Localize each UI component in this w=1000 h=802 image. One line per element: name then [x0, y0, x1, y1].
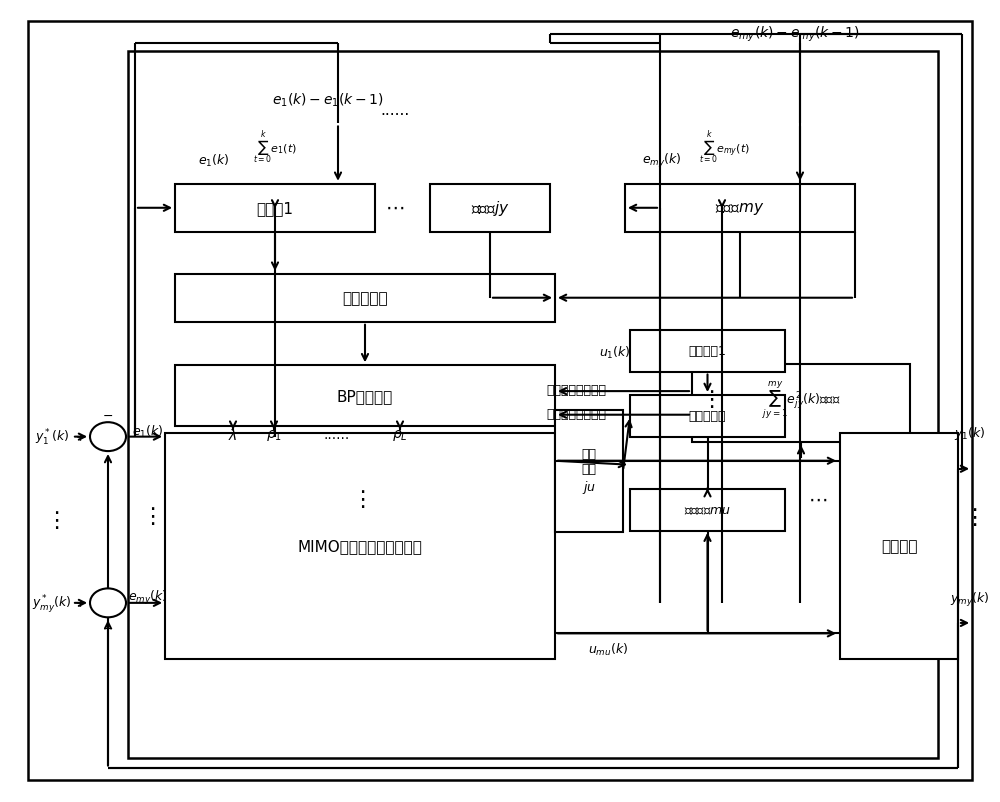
- Text: 梯度信息集: 梯度信息集: [689, 410, 726, 423]
- Text: $e_1(k)$: $e_1(k)$: [132, 423, 164, 439]
- Circle shape: [90, 589, 126, 618]
- Text: $\rho_L$: $\rho_L$: [392, 427, 408, 442]
- Text: 梯度
信息
$ju$: 梯度 信息 $ju$: [582, 448, 597, 496]
- Text: 误差组$my$: 误差组$my$: [715, 200, 765, 217]
- Text: $y_1(k)$: $y_1(k)$: [954, 424, 986, 442]
- Bar: [840, 433, 958, 659]
- Bar: [630, 330, 785, 372]
- Text: $\rho_1$: $\rho_1$: [266, 427, 282, 442]
- Text: $e_{my}(k)-e_{my}(k-1)$: $e_{my}(k)-e_{my}(k-1)$: [730, 25, 860, 44]
- Bar: [630, 489, 785, 531]
- Text: $u_1(k)$: $u_1(k)$: [599, 345, 631, 361]
- Text: $\sum_{jy=1}^{my}e^{2}_{jy}(k)$最小化: $\sum_{jy=1}^{my}e^{2}_{jy}(k)$最小化: [762, 379, 840, 420]
- Text: 误差组$jy$: 误差组$jy$: [471, 199, 509, 218]
- Text: $e_{my}(k)$: $e_{my}(k)$: [128, 589, 168, 606]
- Bar: [175, 274, 555, 322]
- Bar: [692, 364, 910, 443]
- Bar: [165, 433, 555, 659]
- Bar: [128, 52, 938, 758]
- Bar: [555, 411, 623, 533]
- Text: $e_1(k)$: $e_1(k)$: [198, 152, 230, 168]
- Text: BP神经网络: BP神经网络: [337, 389, 393, 403]
- Text: 更新隐含层权系数: 更新隐含层权系数: [546, 383, 606, 396]
- Text: ......: ......: [324, 427, 350, 442]
- Bar: [430, 184, 550, 233]
- Text: $\cdots$: $\cdots$: [808, 489, 828, 508]
- Text: MIMO偏格式无模型控制器: MIMO偏格式无模型控制器: [298, 539, 422, 553]
- Text: ......: ......: [380, 103, 410, 118]
- Text: 梯度信息$mu$: 梯度信息$mu$: [684, 504, 731, 516]
- Text: $+$: $+$: [75, 431, 85, 443]
- Text: 被控对象: 被控对象: [881, 539, 917, 553]
- Text: $\vdots$: $\vdots$: [700, 387, 714, 410]
- Text: $-$: $-$: [102, 621, 114, 634]
- Text: $\sum_{t=0}^{k}e_1(t)$: $\sum_{t=0}^{k}e_1(t)$: [253, 130, 297, 167]
- Text: $e_1(k)-e_1(k-1)$: $e_1(k)-e_1(k-1)$: [272, 91, 384, 109]
- Text: $y_{my}(k)$: $y_{my}(k)$: [950, 590, 990, 608]
- Text: $e_{my}(k)$: $e_{my}(k)$: [642, 152, 682, 169]
- Text: $+$: $+$: [75, 597, 85, 609]
- Circle shape: [90, 423, 126, 452]
- Text: $u_{mu}(k)$: $u_{mu}(k)$: [588, 642, 628, 658]
- Text: $-$: $-$: [102, 408, 114, 421]
- Text: $\vdots$: $\vdots$: [351, 488, 365, 510]
- Text: $\lambda$: $\lambda$: [228, 427, 238, 442]
- Text: 更新输出层权系数: 更新输出层权系数: [546, 407, 606, 420]
- Text: $y_{my}^*(k)$: $y_{my}^*(k)$: [32, 592, 72, 614]
- Text: $\vdots$: $\vdots$: [963, 505, 977, 528]
- Bar: [625, 184, 855, 233]
- Text: $\sum_{t=0}^{k}e_{my}(t)$: $\sum_{t=0}^{k}e_{my}(t)$: [699, 130, 751, 167]
- Text: $\vdots$: $\vdots$: [45, 508, 59, 531]
- Text: $y_1^*(k)$: $y_1^*(k)$: [35, 427, 69, 448]
- Text: 系统误差集: 系统误差集: [342, 291, 388, 306]
- Bar: [175, 184, 375, 233]
- Text: $\cdots$: $\cdots$: [385, 197, 405, 217]
- Text: $\vdots$: $\vdots$: [141, 504, 155, 526]
- Text: 误差组1: 误差组1: [256, 201, 294, 216]
- Bar: [630, 395, 785, 437]
- Text: 梯度信息1: 梯度信息1: [689, 345, 726, 358]
- Bar: [175, 366, 555, 427]
